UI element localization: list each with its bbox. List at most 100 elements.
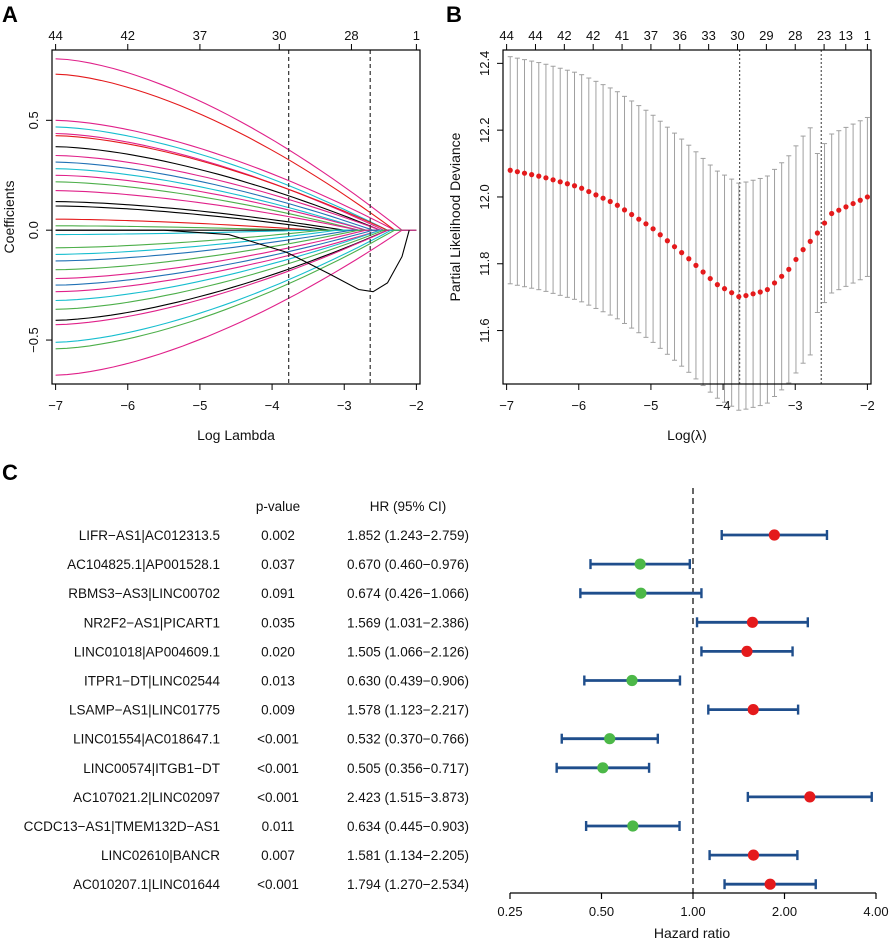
row-hr-text: 1.569 (1.031−2.386): [347, 615, 469, 630]
deviance-point: [771, 280, 778, 286]
row-gene-label: NR2F2−AS1|PICART1: [84, 615, 220, 630]
deviance-point: [764, 286, 770, 293]
top-tick-label: 37: [193, 28, 207, 43]
coefficient-paths: [55, 58, 417, 376]
coefficient-path-17: [55, 225, 417, 231]
deviance-point: [757, 289, 763, 295]
coefficient-path-19: [55, 229, 417, 236]
panel-b-y-label: Partial Likelihood Deviance: [447, 132, 463, 301]
forest-row: CCDC13−AS1|TMEM132D−AS1 0.011 0.634 (0.445…: [24, 819, 681, 834]
x-tick-label: −4: [265, 398, 280, 413]
coefficient-path-25: [55, 229, 417, 286]
deviance-point: [550, 177, 556, 183]
forest-row: AC104825.1|AP001528.1 0.037 0.670 (0.460−0…: [67, 557, 691, 572]
panel-b-axes: −7 −6 −5 −4 −3 −2 11.6 11.8 12.0 12.2 12.4 44 44 42 42…: [477, 28, 875, 413]
deviance-point: [700, 269, 706, 275]
coefficient-path-10: [55, 168, 417, 231]
top-tick-label: 44: [528, 28, 542, 43]
panel-letter-c: C: [2, 460, 18, 485]
top-tick-label: 28: [344, 28, 358, 43]
top-tick-label: 42: [121, 28, 135, 43]
deviance-point: [571, 183, 578, 189]
hr-point: [634, 558, 646, 570]
x-tick-label: −2: [409, 398, 424, 413]
top-tick-label: 1: [864, 28, 871, 43]
deviance-point: [679, 250, 685, 256]
coefficient-path-12: [55, 181, 417, 231]
coefficient-path-9: [55, 161, 417, 231]
row-gene-label: LINC02610|BANCR: [101, 848, 220, 863]
forest-row: RBMS3−AS3|LINC00702 0.091 0.674 (0.426−1.0…: [68, 586, 703, 601]
deviance-point: [600, 195, 606, 201]
top-tick-label: 33: [701, 28, 715, 43]
pvalue-column-header: p-value: [256, 499, 300, 514]
row-hr-text: 0.674 (0.426−1.066): [347, 586, 469, 601]
coefficient-path-21: [55, 229, 417, 255]
deviance-point: [521, 170, 528, 176]
y-tick-label: 11.6: [477, 318, 492, 342]
row-gene-label: LINC01554|AC018647.1: [73, 732, 220, 747]
y-tick-label: 12.0: [477, 184, 492, 209]
x-tick-label: 4.00: [863, 904, 888, 919]
panel-a-lasso-coefficient-paths: −7 −6 −5 −4 −3 −2 −0.5 0.0 0.5 44 42 37 30 28 1 Log La…: [1, 28, 424, 443]
row-gene-label: LINC01018|AP004609.1: [74, 644, 220, 659]
top-tick-label: 42: [557, 28, 571, 43]
forest-row: LINC02610|BANCR 0.007 1.581 (1.134−2.205): [101, 848, 799, 863]
top-tick-label: 29: [759, 28, 773, 43]
deviance-point: [843, 204, 849, 210]
x-tick-label: −5: [644, 398, 659, 413]
y-tick-label: 0.5: [26, 111, 41, 129]
coefficient-path-1: [55, 58, 417, 231]
forest-row: AC107021.2|LINC02097 <0.001 2.423 (1.515−3…: [73, 790, 873, 805]
deviance-points: [507, 167, 870, 300]
x-tick-label: −3: [337, 398, 352, 413]
top-tick-label: 36: [673, 28, 687, 43]
row-gene-label: AC104825.1|AP001528.1: [67, 557, 220, 572]
coefficient-path-27: [55, 229, 417, 302]
row-pvalue: 0.035: [261, 615, 295, 630]
top-tick-label: 44: [499, 28, 513, 43]
deviance-point: [693, 262, 699, 268]
row-pvalue: 0.037: [261, 557, 295, 572]
top-tick-label: 1: [413, 28, 420, 43]
deviance-point: [586, 188, 592, 195]
hr-point: [627, 820, 639, 832]
coefficient-path-20: [55, 229, 417, 249]
deviance-point: [750, 291, 756, 297]
row-hr-text: 1.794 (1.270−2.534): [347, 877, 469, 892]
deviance-point: [786, 266, 792, 272]
deviance-point: [614, 202, 620, 208]
panel-b-plot-frame: [502, 49, 872, 385]
deviance-point: [779, 273, 785, 279]
row-hr-text: 0.505 (0.356−0.717): [347, 761, 469, 776]
deviance-point: [729, 290, 735, 296]
deviance-point: [557, 179, 563, 185]
deviance-point: [536, 173, 542, 179]
deviance-point: [529, 172, 535, 178]
deviance-point: [593, 192, 599, 198]
row-gene-label: AC107021.2|LINC02097: [73, 790, 220, 805]
row-pvalue: <0.001: [257, 877, 299, 892]
deviance-point: [671, 244, 678, 250]
deviance-point: [514, 169, 520, 175]
row-pvalue: 0.002: [261, 528, 295, 543]
row-pvalue: <0.001: [257, 790, 299, 805]
row-hr-text: 2.423 (1.515−3.873): [347, 790, 469, 805]
deviance-point: [864, 194, 870, 200]
row-hr-text: 0.532 (0.370−0.766): [347, 732, 469, 747]
panel-a-x-label: Log Lambda: [197, 427, 275, 443]
coefficient-path-22: [55, 229, 417, 262]
hr-column-header: HR (95% CI): [370, 499, 447, 514]
row-gene-label: ITPR1−DT|LINC02544: [84, 674, 220, 689]
top-tick-label: 41: [615, 28, 629, 43]
row-pvalue: <0.001: [257, 732, 299, 747]
deviance-point: [650, 226, 656, 232]
forest-row: LINC01018|AP004609.1 0.020 1.505 (1.066−2.…: [74, 644, 794, 659]
deviance-point: [714, 282, 720, 288]
top-tick-label: 30: [272, 28, 286, 43]
deviance-point: [793, 256, 799, 263]
forest-row: ITPR1−DT|LINC02544 0.013 0.630 (0.439−0.90…: [84, 674, 682, 689]
deviance-point: [707, 275, 713, 282]
top-tick-label: 28: [788, 28, 802, 43]
